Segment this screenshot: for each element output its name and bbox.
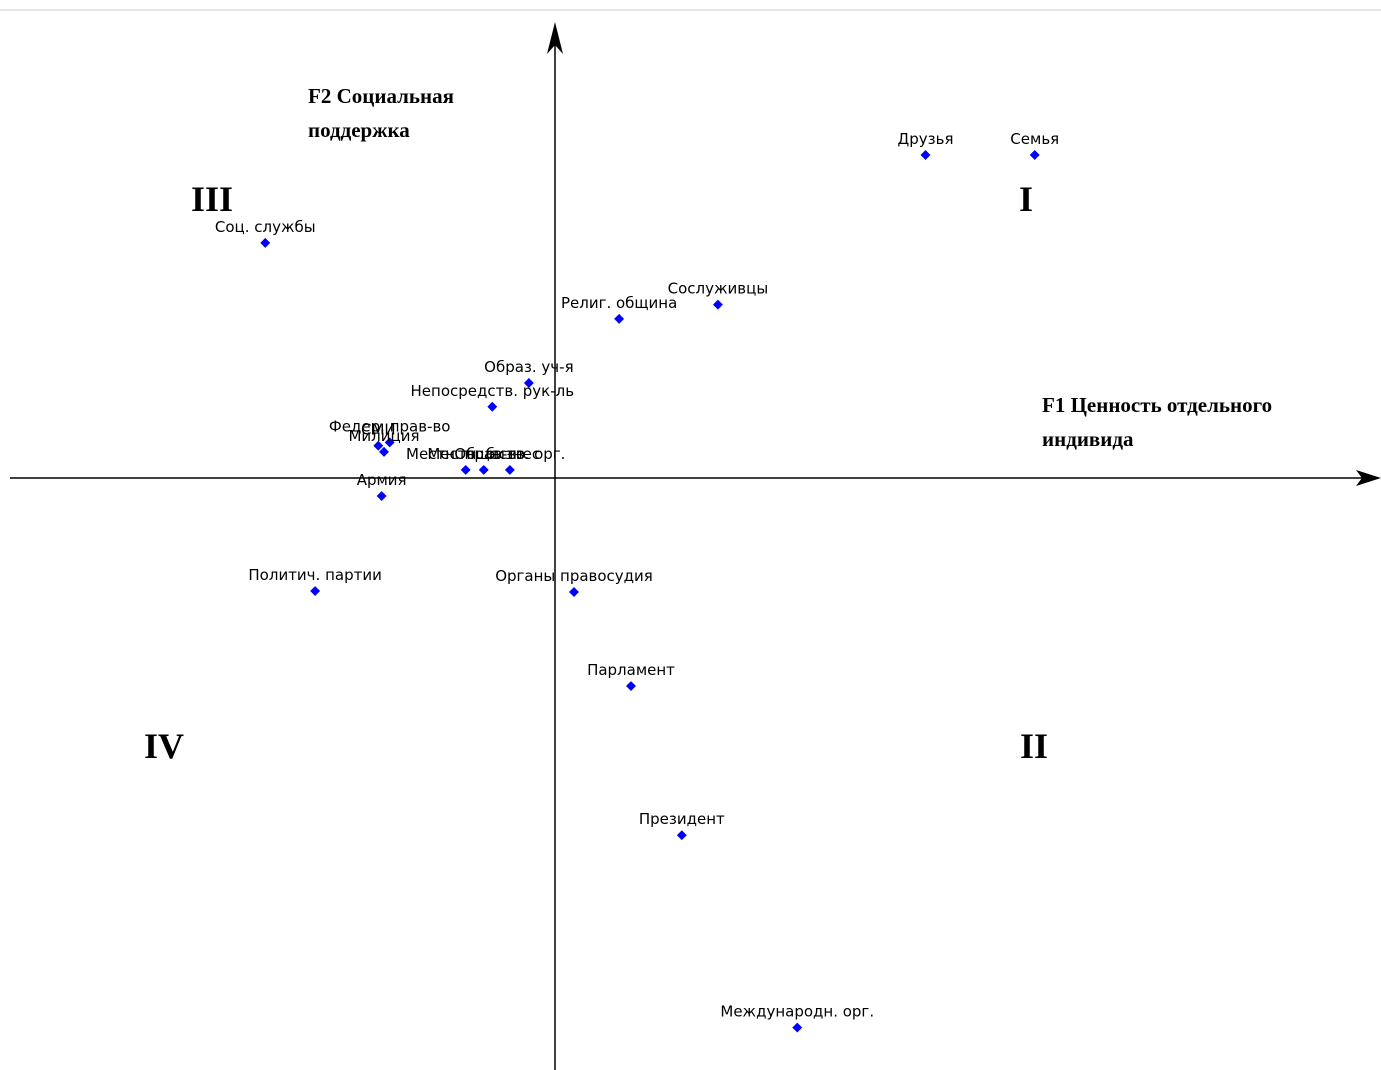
data-point-label: Международн. орг. [720,1003,874,1021]
quadrant-label: I [1019,179,1033,219]
data-point-label: Друзья [898,130,954,148]
data-point-label: СМИ [361,421,396,439]
data-point [310,586,321,596]
data-point-label: Семья [1010,130,1059,148]
data-point [614,313,625,324]
data-point-label: Органы правосудия [495,567,653,585]
data-point [373,440,384,451]
data-point-label: Соц. службы [215,218,316,236]
data-point-label: Обществ. орг. [454,445,565,463]
quadrant-label: III [191,179,233,219]
data-point [523,378,534,388]
data-point [379,446,389,457]
data-point-label: Президент [639,810,725,828]
data-point [504,464,515,475]
axes [10,22,1381,1070]
data-point-label: Сослуживцы [668,280,769,298]
data-point [792,1022,803,1033]
data-point [1029,150,1040,160]
data-point [712,299,723,310]
data-point [626,681,636,691]
axis-titles: F2 Социальная поддержка F1 Ценность отдель… [308,84,1272,451]
data-point-label: Армия [357,471,407,489]
data-point-label: Милиция [348,427,419,445]
x-axis-title: F1 Ценность отдельного индивида [1042,393,1272,451]
data-point-label: Парламент [587,661,675,679]
data-point [676,830,687,841]
data-point-label: Непосредств. рук-ль [411,382,575,400]
x-axis-title-line: индивида [1042,427,1134,451]
y-axis-title: F2 Социальная поддержка [308,84,454,142]
data-point-label: Местн. бизнес [427,445,540,463]
data-point [384,437,395,448]
y-axis-title-line: поддержка [308,118,410,142]
x-axis-arrow [1356,470,1381,486]
data-point [487,401,498,412]
data-point [920,150,931,160]
data-point-label: Религ. община [561,294,677,312]
data-point-label: Политич. партии [248,566,381,584]
y-axis-title-line: F2 Социальная [308,84,454,108]
data-point [569,587,579,597]
data-point [260,237,271,248]
data-point [376,491,387,501]
quadrant-label: IV [144,726,184,766]
data-point [478,464,489,475]
y-axis-arrow [547,22,563,54]
data-point-label: Местн. прав-во [406,445,525,463]
data-point-label: Образ. уч-я [484,358,573,376]
data-point [460,464,471,475]
data-point-label: Федер. прав-во [329,417,451,435]
quadrant-label: II [1020,726,1048,766]
x-axis-title-line: F1 Ценность отдельного [1042,393,1272,417]
